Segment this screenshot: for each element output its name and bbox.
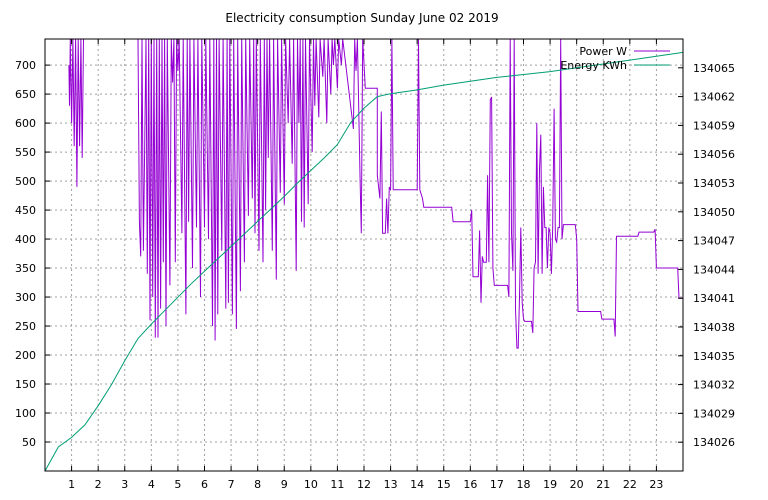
x-tick-label: 23	[649, 478, 663, 491]
legend-label-energy-kwh: Energy KWh	[560, 59, 627, 72]
x-tick-label: 14	[410, 478, 424, 491]
y-right-tick-label: 134044	[693, 263, 735, 276]
x-tick-label: 7	[228, 478, 235, 491]
x-tick-label: 9	[281, 478, 288, 491]
y-left-tick-label: 300	[15, 291, 36, 304]
y-left-tick-label: 400	[15, 233, 36, 246]
x-tick-label: 15	[437, 478, 451, 491]
y-right-tick-label: 134047	[693, 235, 735, 248]
x-tick-label: 1	[68, 478, 75, 491]
y-right-tick-label: 134032	[693, 379, 735, 392]
x-tick-label: 18	[517, 478, 531, 491]
y-left-tick-label: 50	[22, 436, 36, 449]
y-right-tick-label: 134050	[693, 206, 735, 219]
y-right-tick-label: 134035	[693, 350, 735, 363]
y-right-tick-label: 134041	[693, 292, 735, 305]
y-right-tick-label: 134026	[693, 436, 735, 449]
y-left-tick-label: 150	[15, 378, 36, 391]
x-tick-label: 21	[596, 478, 610, 491]
x-tick-label: 11	[330, 478, 344, 491]
y-left-tick-label: 550	[15, 146, 36, 159]
x-tick-label: 19	[543, 478, 557, 491]
power-w-line	[68, 38, 684, 349]
x-tick-label: 6	[201, 478, 208, 491]
y-right-tick-label: 134062	[693, 91, 735, 104]
y-left-tick-label: 100	[15, 407, 36, 420]
y-left-tick-label: 500	[15, 175, 36, 188]
y-left-tick-label: 650	[15, 88, 36, 101]
x-tick-label: 10	[304, 478, 318, 491]
y-left-tick-label: 700	[15, 59, 36, 72]
x-tick-label: 13	[384, 478, 398, 491]
plot-series	[44, 38, 684, 472]
y-right-tick-label: 134038	[693, 321, 735, 334]
x-tick-label: 16	[463, 478, 477, 491]
x-tick-label: 8	[254, 478, 261, 491]
x-tick-label: 20	[570, 478, 584, 491]
x-tick-label: 4	[148, 478, 155, 491]
x-tick-label: 5	[174, 478, 181, 491]
y-left-tick-label: 600	[15, 117, 36, 130]
x-tick-label: 3	[121, 478, 128, 491]
y-right-tick-label: 134059	[693, 119, 735, 132]
y-right-tick-label: 134056	[693, 148, 735, 161]
x-tick-label: 2	[95, 478, 102, 491]
x-tick-label: 22	[623, 478, 637, 491]
energy-kwh-line	[44, 51, 684, 472]
y-left-tick-label: 250	[15, 320, 36, 333]
y-right-tick-label: 134065	[693, 62, 735, 75]
chart-title: Electricity consumption Sunday June 02 2…	[225, 11, 498, 25]
y-left-tick-label: 200	[15, 349, 36, 362]
axes: 1 2 3 4 5 6 7 8 9 10 11 12 13 14 15 16 17 18 19 20 21 22 23501…	[15, 39, 735, 491]
y-right-tick-label: 134053	[693, 177, 735, 190]
y-right-tick-label: 134029	[693, 407, 735, 420]
legend-label-power-w: Power W	[579, 45, 627, 58]
y-left-tick-label: 350	[15, 262, 36, 275]
y-left-tick-label: 450	[15, 204, 36, 217]
x-tick-label: 12	[357, 478, 371, 491]
x-tick-label: 17	[490, 478, 504, 491]
